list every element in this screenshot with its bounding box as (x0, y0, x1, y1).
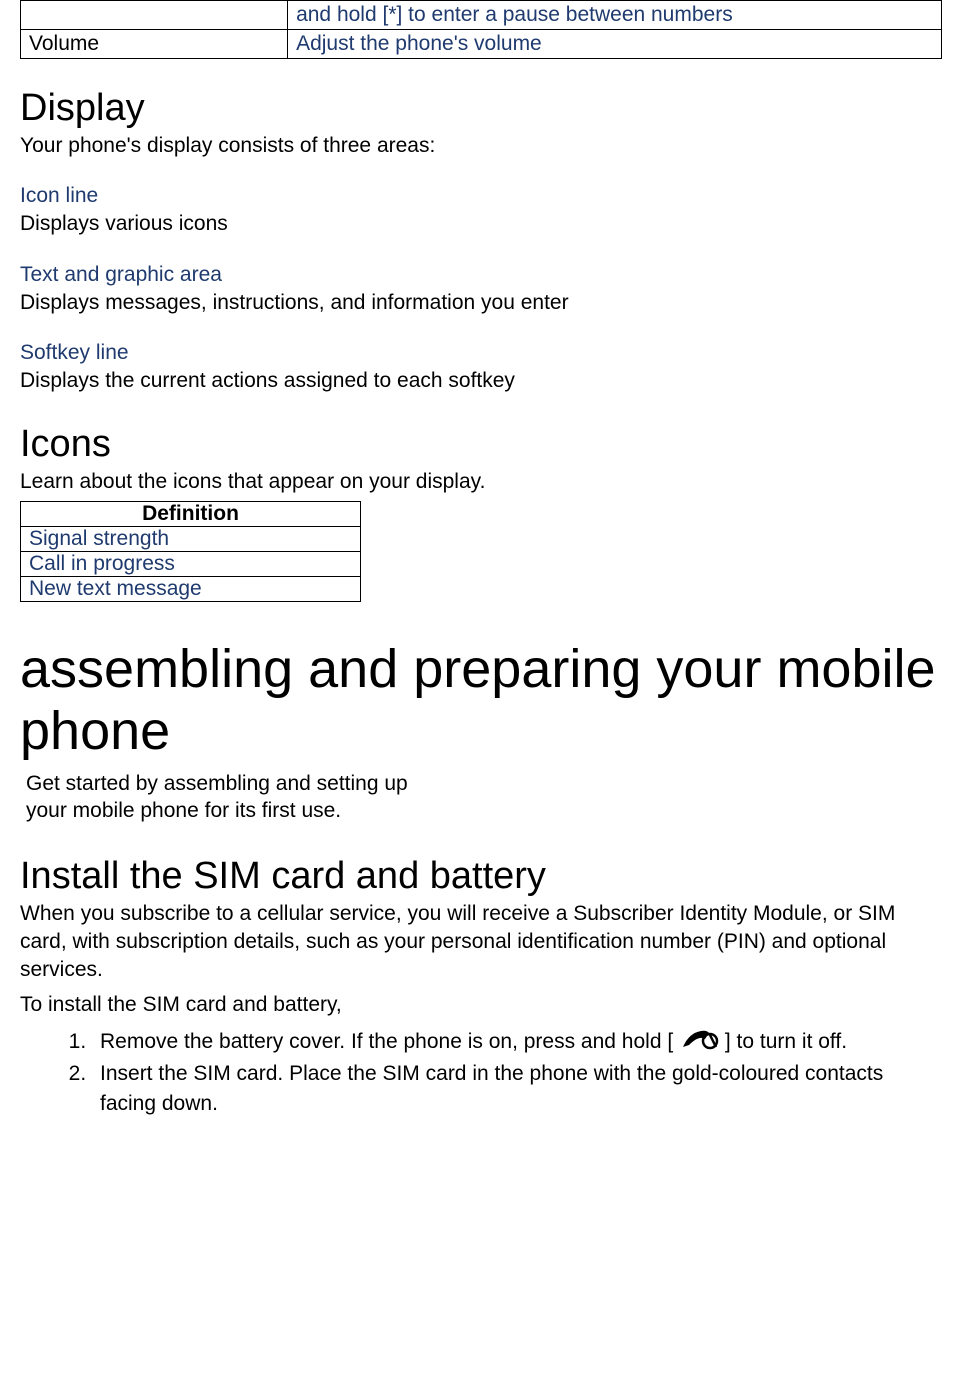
icons-heading: Icons (20, 423, 942, 466)
step1-text-post: ] to turn it off. (725, 1030, 847, 1053)
assembling-intro-line1: Get started by assembling and setting up (26, 772, 408, 795)
display-heading: Display (20, 87, 942, 130)
document-page: and hold [*] to enter a pause between nu… (0, 0, 962, 1160)
install-steps: Remove the battery cover. If the phone i… (20, 1027, 942, 1118)
definition-cell: Call in progress (21, 551, 361, 576)
top-feature-table: and hold [*] to enter a pause between nu… (20, 0, 942, 59)
assembling-heading: assembling and preparing your mobile pho… (20, 638, 942, 762)
icon-line-heading: Icon line (20, 184, 942, 208)
table-header-row: Definition (21, 501, 361, 526)
install-para2: To install the SIM card and battery, (20, 991, 942, 1019)
table-row: New text message (21, 576, 361, 601)
table-row: and hold [*] to enter a pause between nu… (21, 1, 942, 30)
icons-intro: Learn about the icons that appear on you… (20, 468, 942, 496)
feature-name-cell (21, 1, 288, 30)
text-area-desc: Displays messages, instructions, and inf… (20, 289, 942, 317)
step2-text: Insert the SIM card. Place the SIM card … (100, 1062, 883, 1114)
table-row: Signal strength (21, 526, 361, 551)
text-area-heading: Text and graphic area (20, 263, 942, 287)
install-heading: Install the SIM card and battery (20, 855, 942, 898)
install-step-2: Insert the SIM card. Place the SIM card … (92, 1059, 942, 1118)
icon-line-desc: Displays various icons (20, 210, 942, 238)
power-end-call-icon (679, 1027, 719, 1057)
softkey-line-heading: Softkey line (20, 341, 942, 365)
softkey-line-desc: Displays the current actions assigned to… (20, 367, 942, 395)
definition-cell: Signal strength (21, 526, 361, 551)
feature-name-cell: Volume (21, 30, 288, 59)
icons-definition-table: Definition Signal strength Call in progr… (20, 501, 361, 602)
feature-desc-cell: Adjust the phone's volume (288, 30, 942, 59)
table-row: Call in progress (21, 551, 361, 576)
display-intro: Your phone's display consists of three a… (20, 132, 942, 160)
step1-text-pre: Remove the battery cover. If the phone i… (100, 1030, 673, 1053)
assembling-intro: Get started by assembling and setting up… (26, 770, 942, 825)
definition-header: Definition (21, 501, 361, 526)
feature-desc-cell: and hold [*] to enter a pause between nu… (288, 1, 942, 30)
assembling-intro-line2: your mobile phone for its first use. (26, 799, 341, 822)
definition-cell: New text message (21, 576, 361, 601)
install-step-1: Remove the battery cover. If the phone i… (92, 1027, 942, 1057)
table-row: Volume Adjust the phone's volume (21, 30, 942, 59)
install-para1: When you subscribe to a cellular service… (20, 900, 942, 985)
